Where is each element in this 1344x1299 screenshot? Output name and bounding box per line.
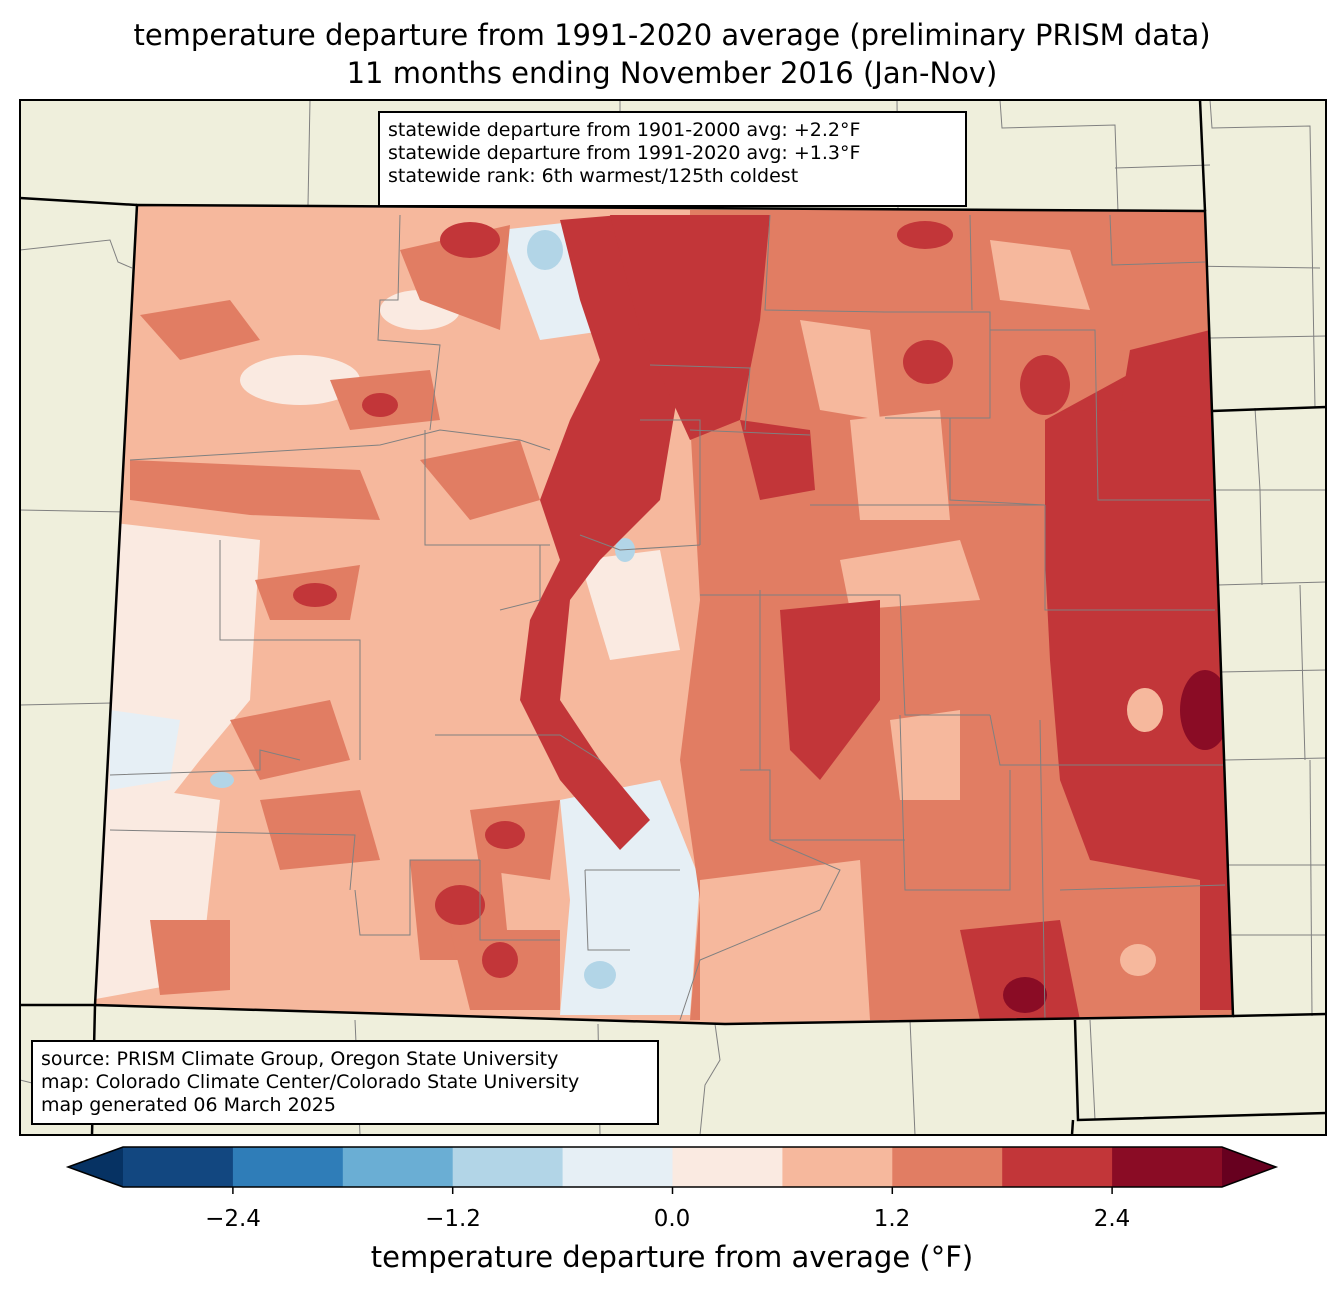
- colorbar-bin: [452, 1147, 564, 1187]
- source-line-2: map: Colorado Climate Center/Colorado St…: [41, 1071, 580, 1093]
- colorbar-bin: [123, 1147, 234, 1187]
- source-line-1: source: PRISM Climate Group, Oregon Stat…: [41, 1048, 559, 1070]
- colorbar-bin: [1002, 1147, 1113, 1187]
- map-title-line-2: 11 months ending November 2016 (Jan-Nov): [346, 56, 998, 90]
- colorbar-bin: [232, 1147, 344, 1187]
- colorado-county-lines: [109, 214, 1230, 1021]
- map-frame-border: [19, 99, 1327, 1136]
- colorbar-bin: [672, 1147, 783, 1187]
- colorbar-outline: [65, 1146, 1279, 1188]
- colorbar-bin: [782, 1147, 893, 1187]
- colorbar-tick-label: −2.4: [205, 1206, 261, 1232]
- colorbar-tick-label: 2.4: [1093, 1206, 1131, 1232]
- map-title-line-1: temperature departure from 1991-2020 ave…: [133, 18, 1211, 52]
- source-credits-box: source: PRISM Climate Group, Oregon Stat…: [31, 1040, 659, 1125]
- colorbar-tick-label: −1.2: [425, 1206, 481, 1232]
- stats-line-2: statewide departure from 1991-2020 avg: …: [388, 142, 861, 164]
- colorbar-label: temperature departure from average (°F): [370, 1240, 974, 1274]
- colorbar-bin: [342, 1147, 454, 1187]
- colorbar: [65, 1146, 1279, 1194]
- colorbar-bin: [1112, 1147, 1223, 1187]
- colorbar-bin: [562, 1147, 673, 1187]
- stats-line-1: statewide departure from 1901-2000 avg: …: [388, 119, 861, 141]
- colorbar-over-arrow: [1222, 1147, 1276, 1187]
- colorbar-tick-label: 0.0: [653, 1206, 691, 1232]
- colorado-state-boundary: [93, 203, 1235, 1026]
- colorbar-under-arrow: [68, 1147, 123, 1187]
- colorbar-tick-label: 1.2: [873, 1206, 911, 1232]
- temperature-departure-field: [95, 205, 1233, 1024]
- source-line-3: map generated 06 March 2025: [41, 1094, 336, 1116]
- stats-line-3: statewide rank: 6th warmest/125th coldes…: [388, 165, 799, 187]
- colorbar-bin: [892, 1147, 1003, 1187]
- statewide-stats-box: statewide departure from 1901-2000 avg: …: [378, 111, 967, 207]
